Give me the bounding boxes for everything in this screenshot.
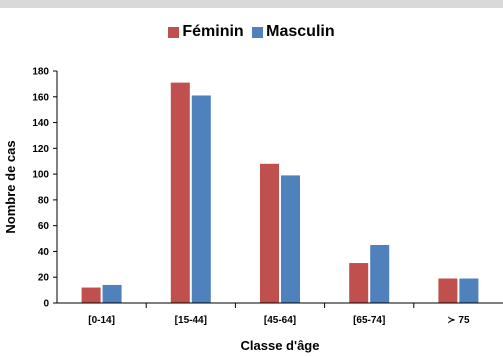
y-tick-label: 160: [32, 92, 49, 103]
x-axis-ticks: [0-14] [15-44] [45-64] [65-74] ≻ 75: [88, 303, 470, 326]
bar-masculin: [370, 245, 390, 303]
bar-masculin: [102, 284, 122, 303]
bar-feminin: [349, 263, 369, 303]
y-tick-label: 20: [38, 273, 50, 284]
x-axis-title: Classe d'âge: [241, 338, 320, 353]
y-tick-label: 0: [43, 299, 49, 310]
bar-masculin: [191, 95, 211, 303]
bar-feminin: [170, 82, 190, 303]
y-tick-label: 140: [32, 118, 49, 129]
y-tick-label: 80: [38, 195, 50, 206]
legend-swatch-feminin: [168, 26, 180, 38]
chart-legend: Féminin Masculin: [0, 23, 503, 43]
x-tick-label: [65-74]: [353, 315, 385, 326]
y-tick-label: 100: [32, 170, 49, 181]
bar-feminin: [260, 163, 279, 303]
y-axis-ticks: 0 20 40 60 80 100 120 140 160 180: [32, 67, 57, 310]
bar-masculin: [281, 175, 300, 303]
y-tick-label: 60: [38, 221, 50, 232]
x-tick-label: [45-64]: [264, 315, 296, 326]
legend-label-masculin: Masculin: [266, 23, 335, 40]
bars: [81, 82, 479, 303]
legend-item-feminin: Féminin: [168, 23, 244, 41]
x-tick-label: [15-44]: [175, 315, 207, 326]
legend-swatch-masculin: [252, 26, 264, 38]
x-tick-label: [0-14]: [88, 315, 115, 326]
y-tick-label: 180: [32, 67, 49, 78]
y-tick-label: 120: [32, 144, 49, 155]
y-tick-label: 40: [38, 247, 50, 258]
top-border: [0, 0, 503, 8]
y-axis-title: Nombre de cas: [3, 140, 18, 233]
bar-masculin: [459, 278, 479, 303]
bar-feminin: [438, 278, 458, 303]
x-tick-label: ≻ 75: [447, 315, 470, 326]
bar-feminin: [81, 287, 101, 303]
legend-label-feminin: Féminin: [182, 23, 244, 40]
legend-item-masculin: Masculin: [252, 23, 335, 41]
